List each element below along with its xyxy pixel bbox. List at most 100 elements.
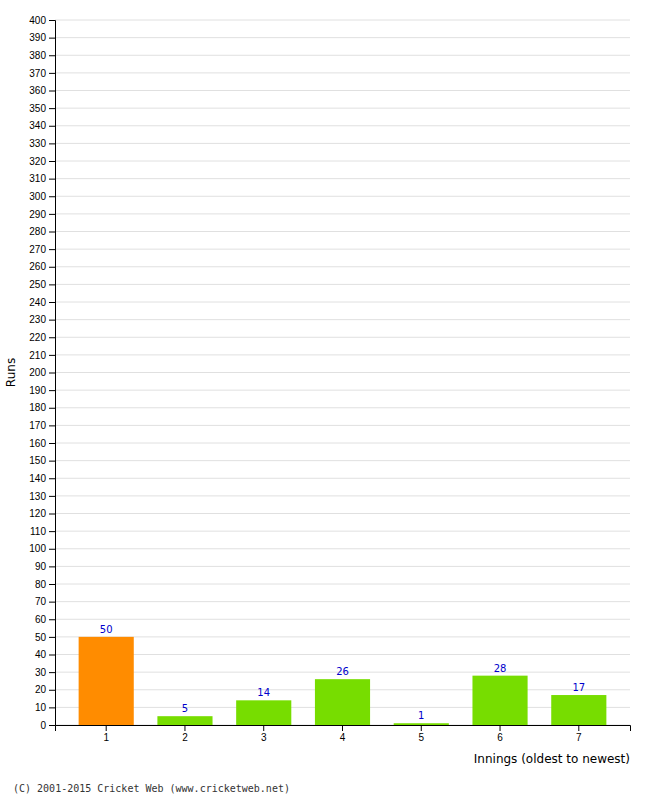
y-tick-mark: [49, 179, 55, 180]
y-tick: 210: [29, 350, 55, 361]
y-tick: 200: [29, 367, 55, 378]
bars: [79, 637, 607, 725]
y-tick: 380: [29, 50, 55, 61]
y-tick-label: 20: [35, 684, 47, 695]
y-tick: 180: [29, 402, 55, 413]
y-tick: 310: [29, 173, 55, 184]
y-tick-label: 110: [30, 526, 46, 537]
y-tick-label: 30: [35, 667, 47, 678]
y-tick: 220: [29, 332, 55, 343]
grid-line: [55, 495, 630, 496]
y-tick: 160: [29, 438, 55, 449]
y-tick: 70: [35, 596, 55, 607]
grid-line: [55, 302, 630, 303]
y-tick-label: 40: [35, 649, 47, 660]
grid-line: [55, 478, 630, 479]
y-tick-mark: [49, 672, 55, 673]
grid-line: [55, 390, 630, 391]
y-tick: 240: [29, 297, 55, 308]
x-tick: 5: [418, 725, 424, 743]
y-tick: 260: [29, 261, 55, 272]
y-tick-label: 140: [29, 473, 46, 484]
grid-line: [55, 90, 630, 91]
y-tick-mark: [49, 725, 55, 726]
y-tick-label: 180: [29, 402, 46, 413]
y-tick-label: 380: [29, 50, 46, 61]
y-tick: 270: [29, 244, 55, 255]
x-tick: 7: [576, 725, 582, 743]
x-tick-label: 5: [418, 732, 424, 743]
y-tick-label: 170: [29, 420, 46, 431]
y-tick-mark: [49, 619, 55, 620]
x-tick-label: 7: [576, 732, 582, 743]
y-tick-label: 260: [29, 261, 46, 272]
y-tick-mark: [49, 249, 55, 250]
x-axis-line: [56, 726, 631, 732]
data-label: 28: [494, 663, 507, 674]
y-tick-mark: [49, 108, 55, 109]
y-tick-label: 70: [35, 596, 47, 607]
y-tick-mark: [49, 373, 55, 374]
y-tick-mark: [49, 690, 55, 691]
data-label: 17: [572, 682, 585, 693]
y-tick-mark: [49, 355, 55, 356]
y-tick-mark: [49, 20, 55, 21]
grid-line: [55, 654, 630, 655]
y-tick-label: 240: [29, 297, 46, 308]
y-tick-label: 90: [35, 561, 47, 572]
y-tick-label: 230: [29, 314, 46, 325]
x-tick: 2: [182, 725, 188, 743]
y-tick-mark: [49, 478, 55, 479]
grid-line: [55, 636, 630, 637]
y-tick-mark: [49, 55, 55, 56]
y-tick-label: 360: [29, 85, 46, 96]
y-tick: 230: [29, 314, 55, 325]
grid-line: [55, 407, 630, 408]
y-tick-label: 120: [29, 508, 46, 519]
x-tick: 1: [103, 725, 109, 743]
chart: 0102030405060708090100110120130140150160…: [0, 0, 650, 800]
y-tick-mark: [49, 408, 55, 409]
grid-line: [55, 284, 630, 285]
y-tick-label: 10: [35, 702, 47, 713]
grid-line: [55, 337, 630, 338]
y-tick: 170: [29, 420, 55, 431]
y-tick-mark: [49, 584, 55, 585]
bar: [551, 695, 606, 725]
y-tick: 60: [35, 614, 55, 625]
grid-line: [55, 108, 630, 109]
bar: [394, 723, 449, 725]
grid-line: [55, 584, 630, 585]
y-tick-mark: [49, 337, 55, 338]
y-tick: 110: [30, 526, 55, 537]
bar: [472, 676, 527, 725]
grid-line: [55, 143, 630, 144]
y-tick: 130: [29, 491, 55, 502]
grid-line: [55, 266, 630, 267]
x-tick-mark: [263, 725, 264, 731]
x-axis-label: Innings (oldest to newest): [474, 752, 630, 766]
footer: (C) 2001-2015 Cricket Web (www.cricketwe…: [13, 783, 290, 794]
y-tick: 360: [29, 85, 55, 96]
y-tick-label: 390: [29, 32, 46, 43]
x-tick-label: 6: [497, 732, 503, 743]
grid-line: [55, 249, 630, 250]
y-tick: 40: [35, 649, 55, 660]
y-tick: 120: [29, 508, 55, 519]
y-tick-label: 100: [29, 543, 46, 554]
y-tick-label: 280: [29, 226, 46, 237]
y-tick: 90: [35, 561, 55, 572]
y-tick-label: 350: [29, 103, 46, 114]
y-tick-mark: [49, 461, 55, 462]
y-tick: 50: [35, 632, 55, 643]
y-tick-label: 200: [29, 367, 46, 378]
y-tick-label: 60: [35, 614, 47, 625]
y-tick-label: 0: [40, 720, 46, 731]
y-tick: 330: [29, 138, 55, 149]
y-tick-label: 250: [29, 279, 46, 290]
y-tick-mark: [49, 496, 55, 497]
grid-line: [55, 601, 630, 602]
data-label: 26: [336, 666, 349, 677]
x-tick-label: 3: [261, 732, 267, 743]
data-label: 1: [418, 710, 424, 721]
